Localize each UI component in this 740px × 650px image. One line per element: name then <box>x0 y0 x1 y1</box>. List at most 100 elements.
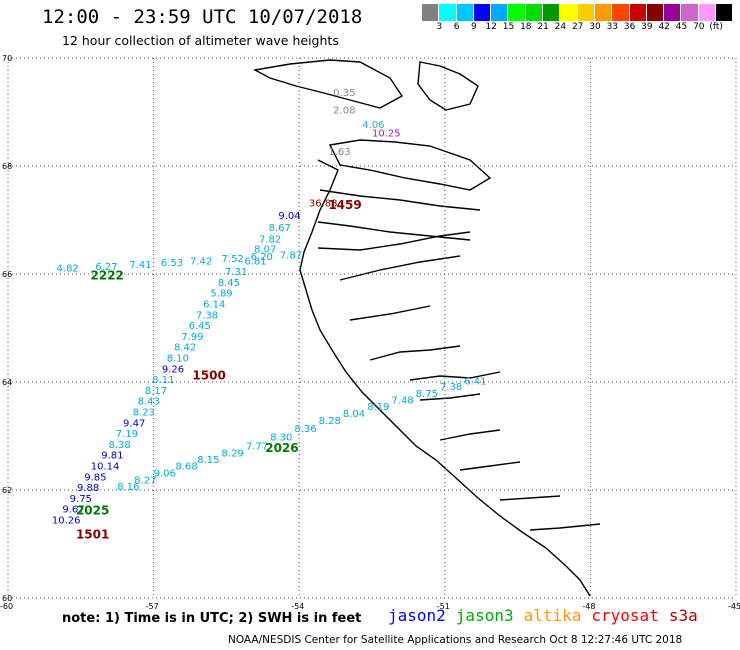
wave-height-value: 8.10 <box>167 353 189 364</box>
color-scale-label: (ft) <box>709 22 723 32</box>
wave-height-value: 1.63 <box>328 147 350 158</box>
wave-height-value: 7.99 <box>181 332 203 343</box>
color-scale-label: 6 <box>453 22 460 32</box>
color-swatch <box>716 4 734 21</box>
wave-height-value: 8.23 <box>133 407 155 418</box>
color-scale-label: 3 <box>436 22 443 32</box>
wave-height-value: 6.27 <box>95 262 117 273</box>
color-scale-label: 21 <box>537 22 549 32</box>
latitude-label: 64 <box>2 378 12 387</box>
color-scale-label: 15 <box>502 22 515 32</box>
longitude-label: -60 <box>0 602 13 611</box>
wave-height-value: 6.14 <box>203 299 225 310</box>
wave-height-value: 36.88 <box>309 199 338 210</box>
wave-height-value: 7.48 <box>391 396 413 407</box>
wave-height-value: 9.47 <box>123 418 145 429</box>
wave-height-value: 7.38 <box>196 310 218 321</box>
color-swatch <box>629 4 647 21</box>
wave-height-value: 8.19 <box>367 402 389 413</box>
wave-height-value: 10.14 <box>91 461 120 472</box>
wave-height-value: 7.41 <box>129 260 151 271</box>
wave-height-value: 9.06 <box>154 469 176 480</box>
longitude-label: -51 <box>437 602 450 611</box>
satellite-legend-item: jason3 <box>455 606 514 625</box>
pass-time-label: 2222 <box>91 268 124 282</box>
color-swatch <box>456 4 474 21</box>
color-swatch <box>491 4 509 21</box>
color-swatch <box>681 4 699 21</box>
coastline <box>252 59 601 597</box>
wave-height-value: 8.29 <box>222 449 244 460</box>
color-swatch <box>698 4 717 21</box>
wave-height-value: 7.31 <box>225 267 247 278</box>
satellite-legend: jason2 jason3 altika cryosat s3a <box>388 606 708 625</box>
wave-height-value: 9.04 <box>278 211 300 222</box>
wave-height-value: 9.75 <box>70 494 92 505</box>
page-subtitle: 12 hour collection of altimeter wave hei… <box>62 33 339 48</box>
wave-height-value: 4.82 <box>57 263 79 274</box>
color-swatch <box>577 4 595 21</box>
altimeter-tracks: 0.352.084.0610.251.6336.889.048.677.828.… <box>52 88 487 542</box>
color-scale-label: 39 <box>641 22 653 32</box>
longitude-label: -48 <box>582 602 595 611</box>
graticule <box>7 57 737 599</box>
wave-height-value: 8.15 <box>197 455 219 466</box>
color-swatch <box>473 4 492 21</box>
wave-height-value: 9.67 <box>62 505 84 516</box>
latitude-label: 66 <box>2 270 12 279</box>
wave-height-value: 7.52 <box>222 254 244 265</box>
latitude-label: 60 <box>2 594 12 603</box>
color-swatch <box>612 4 630 21</box>
wave-height-value: 8.17 <box>145 386 167 397</box>
color-scale-label: 27 <box>571 22 584 32</box>
wave-height-value: 8.30 <box>270 432 292 443</box>
wave-height-value: 0.35 <box>333 88 355 99</box>
wave-height-value: 8.38 <box>108 440 130 451</box>
wave-height-value: 8.67 <box>269 223 291 234</box>
wave-height-value: 4.06 <box>362 120 384 131</box>
wave-height-value: 6.45 <box>189 321 211 332</box>
color-swatch <box>560 4 578 21</box>
pass-time-label: 1500 <box>192 368 225 382</box>
satellite-legend-item: s3a <box>668 606 698 625</box>
wave-height-value: 6.20 <box>251 252 273 263</box>
wave-height-value: 8.11 <box>152 375 174 386</box>
latitude-label: 62 <box>2 486 12 495</box>
wave-height-value: 8.36 <box>294 424 316 435</box>
wave-height-value: 7.42 <box>190 256 212 267</box>
pass-time-label: 1459 <box>328 198 361 212</box>
color-swatch <box>439 4 457 21</box>
color-swatch <box>543 4 561 21</box>
wave-height-value: 7.87 <box>280 250 302 261</box>
color-scale-label: 70 <box>693 22 705 32</box>
wave-height-value: 7.19 <box>116 429 138 440</box>
wave-height-value: 7.82 <box>259 235 281 246</box>
wave-height-value: 2.08 <box>333 106 355 117</box>
color-swatch <box>508 4 526 21</box>
color-scale-label: 36 <box>623 22 636 32</box>
longitude-label: -54 <box>291 602 304 611</box>
wave-height-value: 6.53 <box>161 258 183 269</box>
axis-labels: 70 68 66 64 62 60-60 -57 -54 -51 -48 -45 <box>0 54 740 611</box>
color-scale-label: 30 <box>589 22 601 32</box>
latitude-label: 68 <box>2 162 12 171</box>
wave-height-value: 7.77 <box>246 442 268 453</box>
wave-height-value: 9.88 <box>77 483 99 494</box>
color-swatch <box>664 4 682 21</box>
wave-height-value: 8.16 <box>117 482 139 493</box>
satellite-legend-item: cryosat <box>591 606 659 625</box>
color-scale-label: 42 <box>658 22 670 32</box>
color-swatch <box>646 4 665 21</box>
wave-height-value: 7.38 <box>440 382 462 393</box>
wave-height-value: 8.27 <box>134 476 156 487</box>
wave-height-value: 10.26 <box>52 515 81 526</box>
color-scale-bar <box>422 4 734 22</box>
pass-time-label: 2026 <box>265 441 298 455</box>
color-scale-label: 12 <box>485 22 497 32</box>
wave-height-value: 9.81 <box>101 451 123 462</box>
longitude-label: -45 <box>728 602 740 611</box>
footer-note: note: 1) Time is in UTC; 2) SWH is in fe… <box>62 611 362 626</box>
wave-height-value: 8.68 <box>175 461 197 472</box>
wave-height-value: 6.41 <box>464 377 486 388</box>
latitude-label: 70 <box>2 54 12 63</box>
